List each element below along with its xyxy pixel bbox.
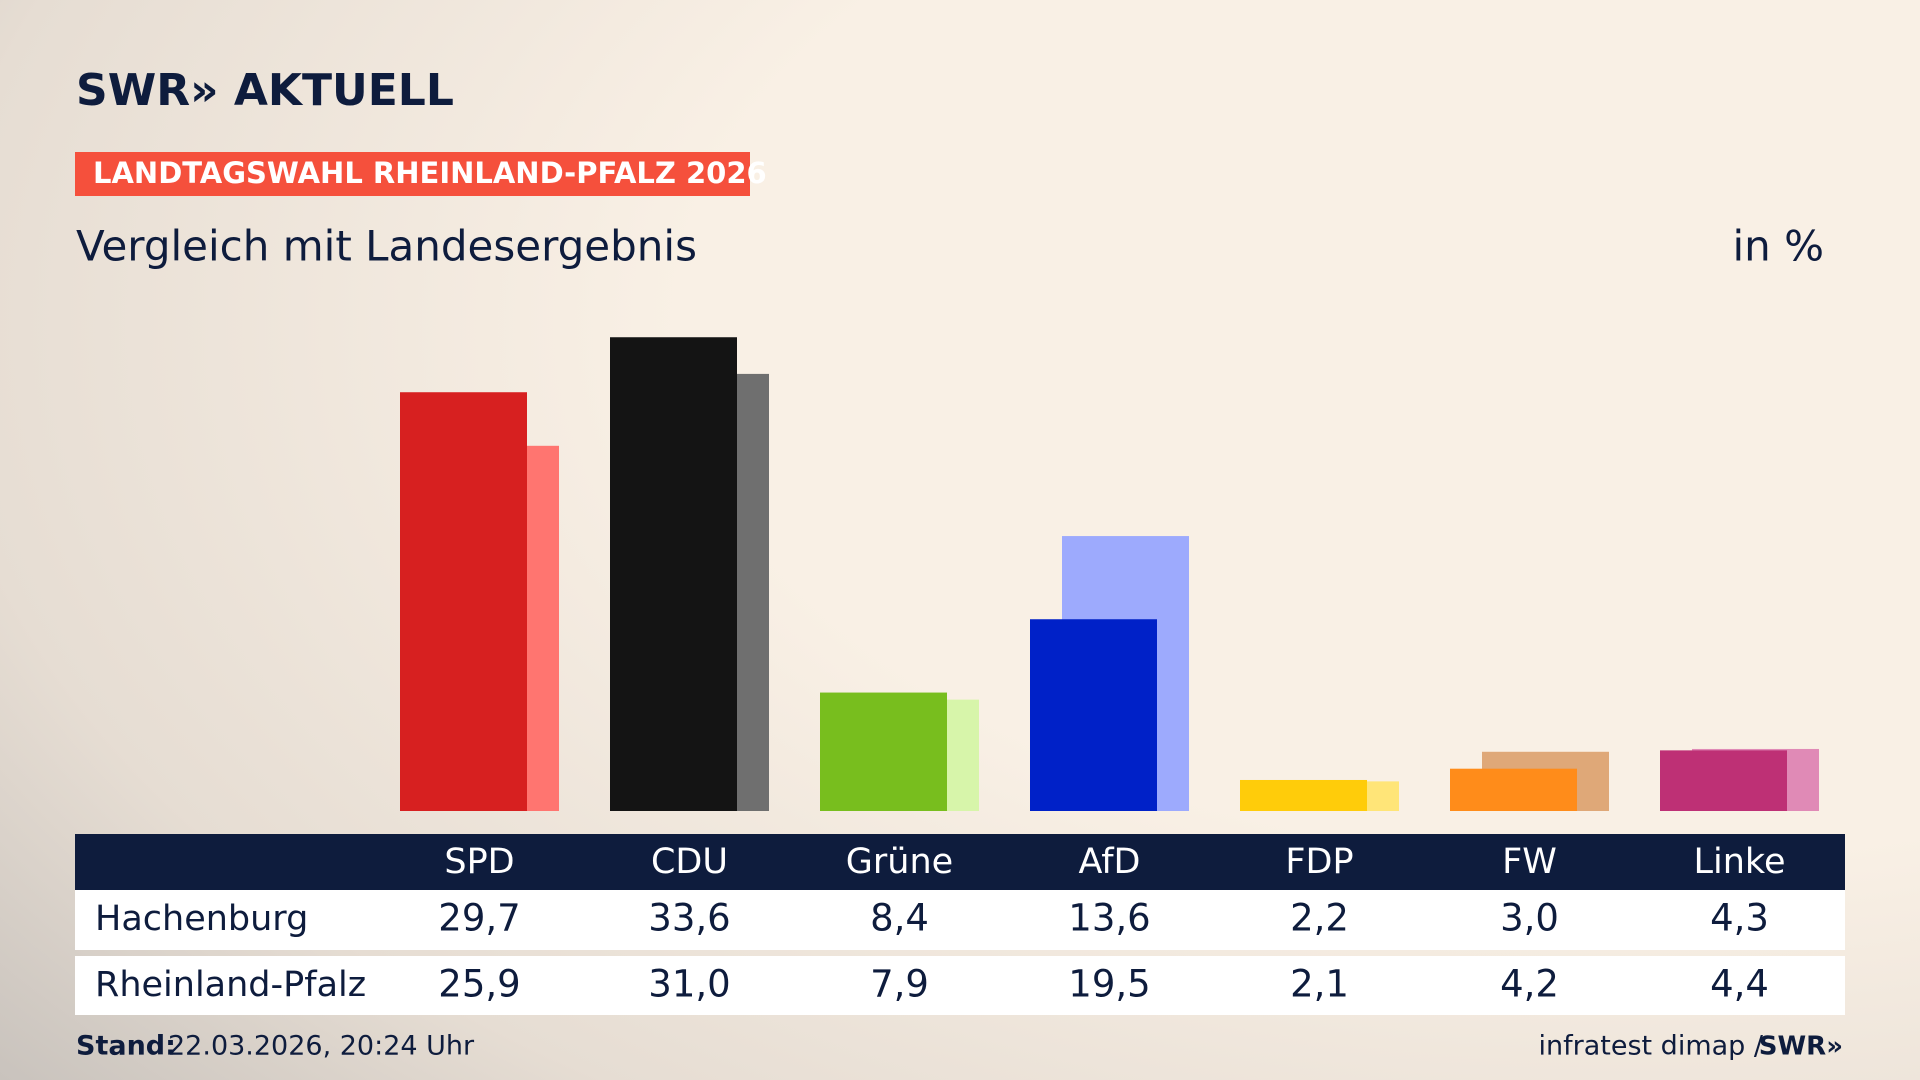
value-label: 2,1 (1290, 963, 1349, 1006)
value-label: 25,9 (438, 963, 520, 1006)
source: infratest dimap / (1538, 1031, 1763, 1062)
value-label: 33,6 (648, 897, 730, 940)
source-logo: SWR» (1759, 1032, 1843, 1062)
bar (820, 692, 947, 811)
table-row (75, 890, 1845, 950)
value-label: 19,5 (1068, 963, 1150, 1006)
value-label: 2,2 (1290, 897, 1349, 940)
column-header: Grüne (846, 842, 953, 882)
chart-title: Vergleich mit Landesergebnis (76, 222, 697, 271)
column-header: Linke (1694, 842, 1786, 882)
value-label: 3,0 (1500, 897, 1559, 940)
stand-label: Stand: (76, 1031, 176, 1062)
tag-box (75, 152, 750, 196)
value-label: 4,2 (1500, 963, 1559, 1006)
row-label: Rheinland-Pfalz (95, 965, 366, 1005)
value-label: 29,7 (438, 897, 520, 940)
bar (1240, 779, 1367, 811)
tag: LANDTAGSWAHL RHEINLAND-PFALZ 2026 (93, 156, 767, 190)
value-label: 4,3 (1710, 897, 1769, 940)
unit: in % (1732, 222, 1824, 271)
bar (1030, 619, 1157, 811)
brand-logo: SWR» AKTUELL (76, 65, 454, 116)
row-label: Hachenburg (95, 899, 308, 939)
column-header: AfD (1079, 842, 1141, 882)
bar (610, 337, 737, 811)
value-label: 7,9 (870, 963, 929, 1006)
table-row (75, 956, 1845, 1015)
bar (1450, 768, 1577, 811)
column-header: FDP (1285, 842, 1353, 882)
bar (1660, 750, 1787, 811)
column-header: FW (1502, 842, 1557, 882)
table-header (75, 834, 1845, 890)
value-label: 4,4 (1710, 963, 1769, 1006)
column-header: SPD (444, 842, 514, 882)
value-label: 8,4 (870, 897, 929, 940)
column-header: CDU (651, 842, 728, 882)
stand: 22.03.2026, 20:24 Uhr (168, 1031, 475, 1062)
bar (400, 392, 527, 811)
value-label: 31,0 (648, 963, 730, 1006)
value-label: 13,6 (1068, 897, 1150, 940)
